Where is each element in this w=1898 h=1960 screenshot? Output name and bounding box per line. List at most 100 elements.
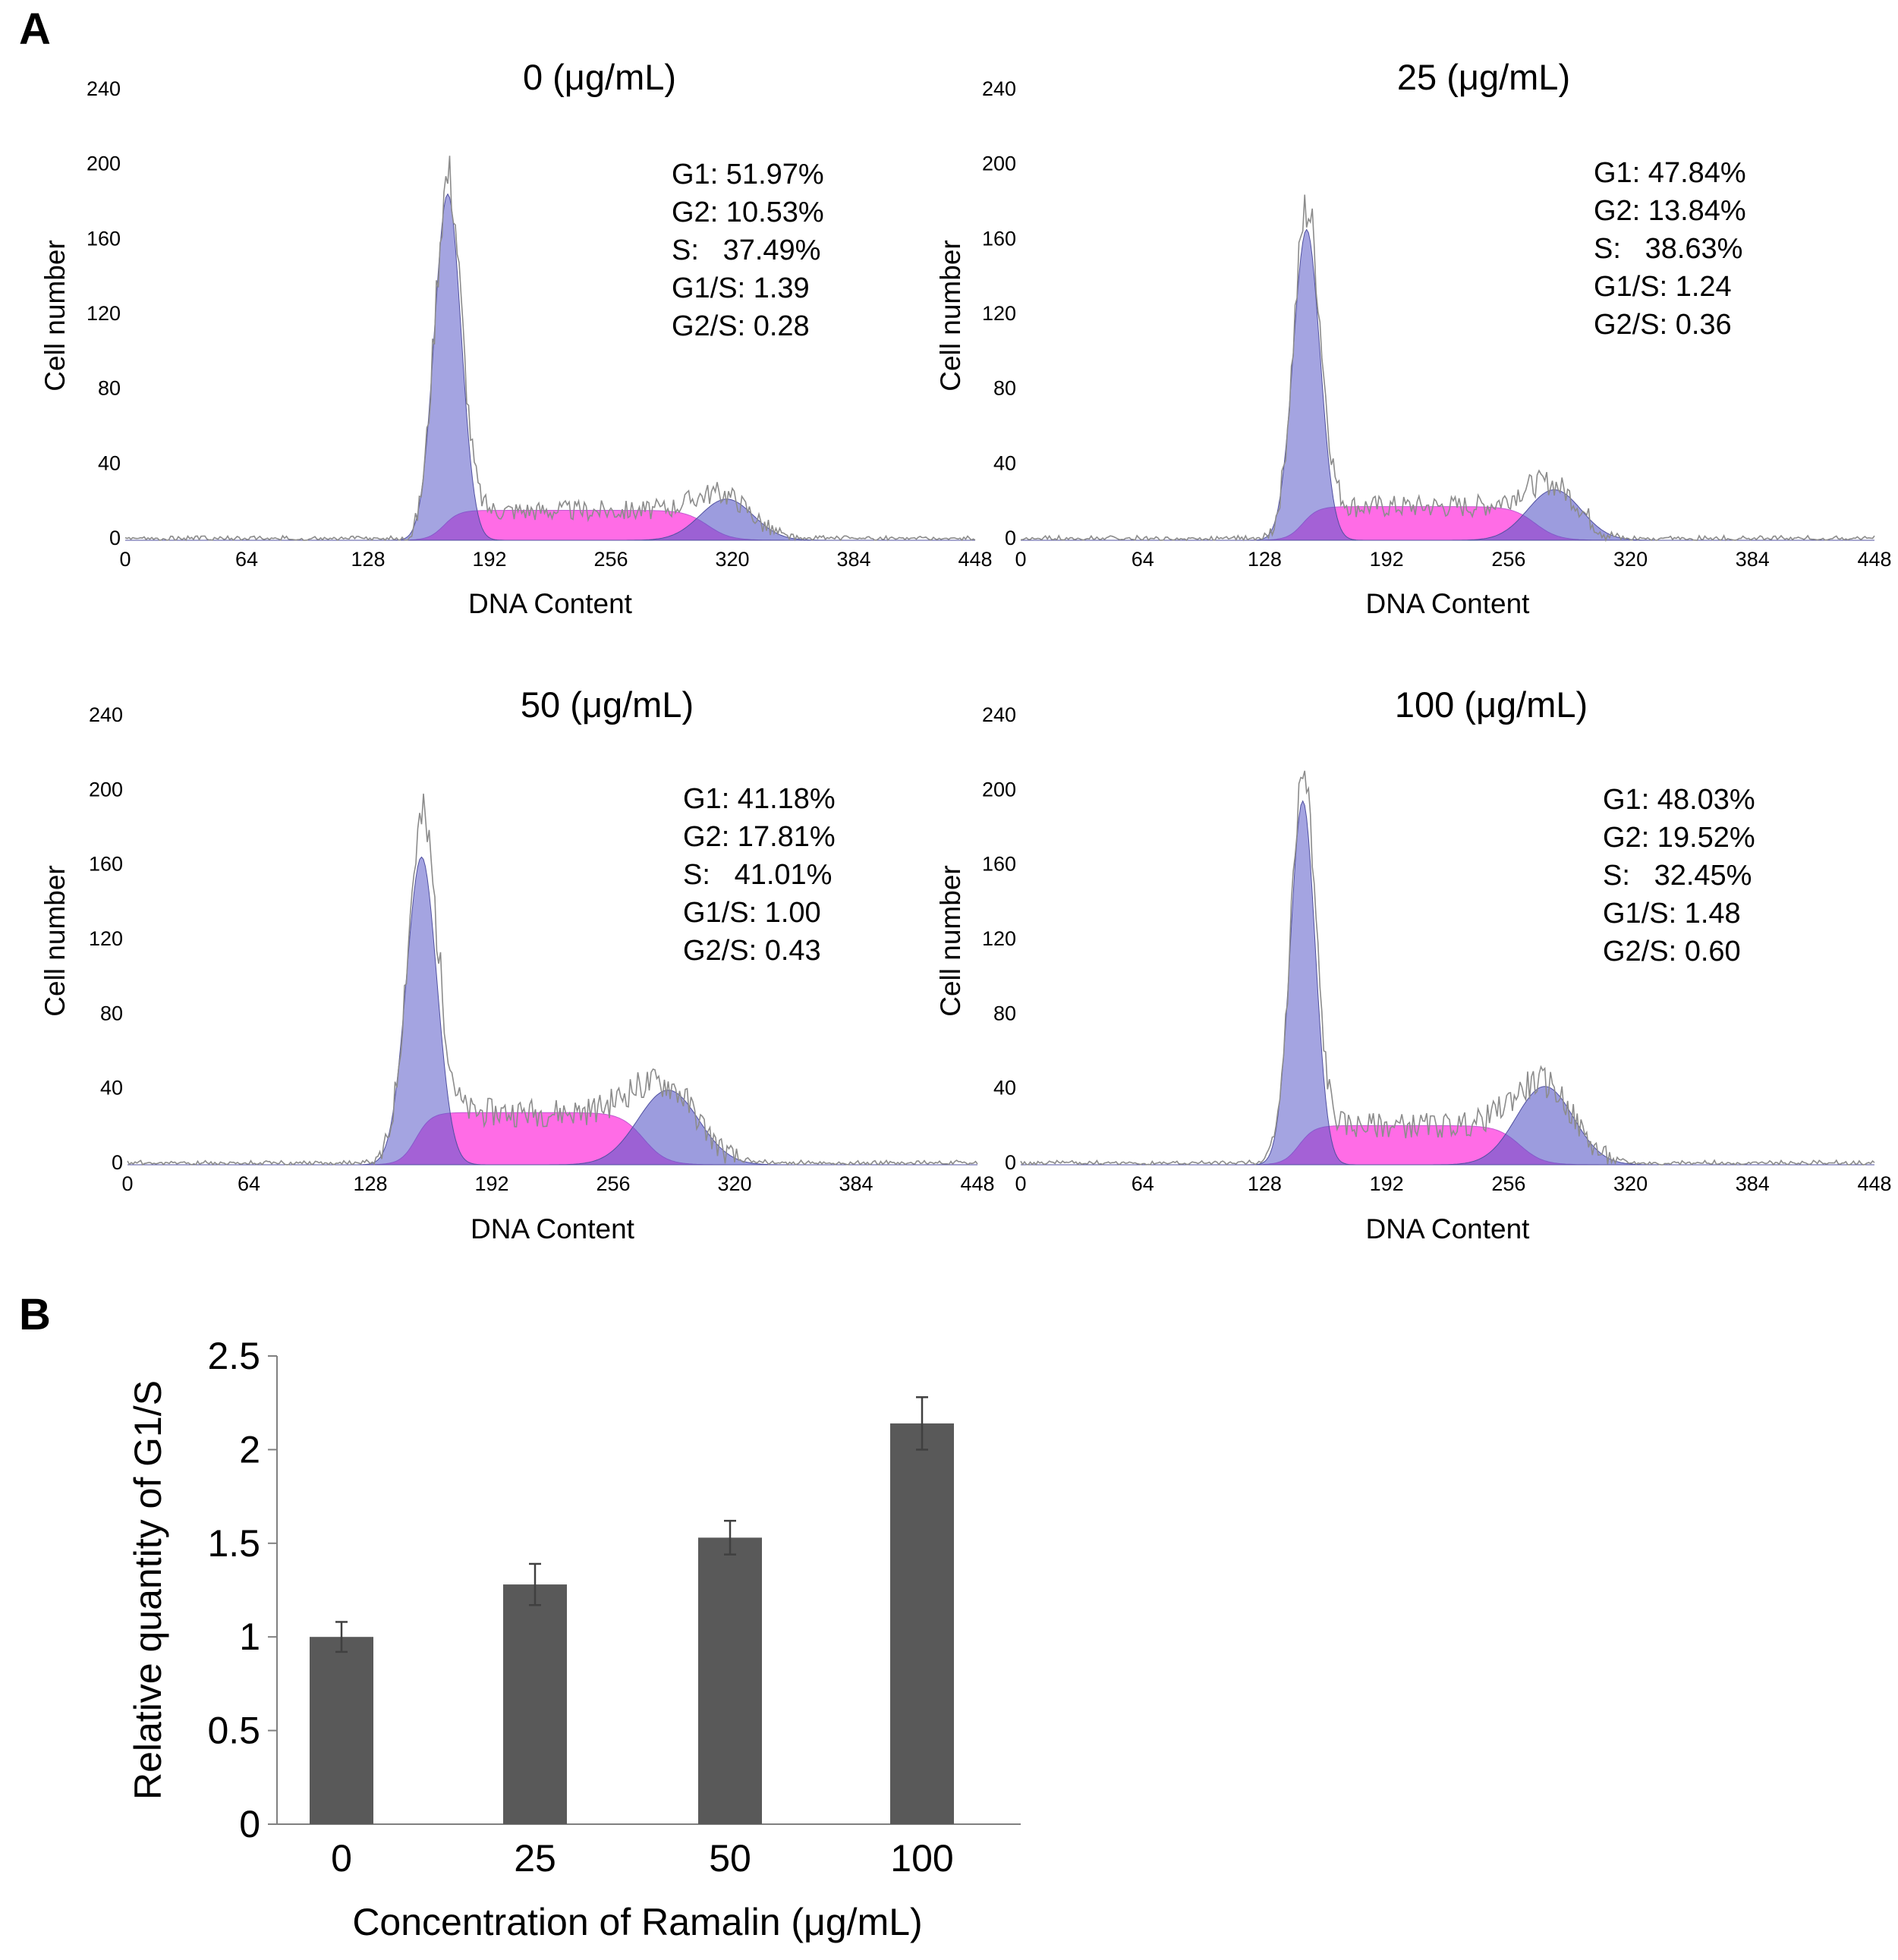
x-tick-label: 128: [351, 548, 385, 571]
measured-histogram-trace: [127, 793, 978, 1166]
x-tick-label: 128: [353, 1172, 387, 1195]
x-tick-label: 384: [1736, 1172, 1770, 1195]
x-tick-label: 128: [1248, 548, 1282, 571]
y-tick-label: 0: [1005, 527, 1016, 549]
x-axis-label: DNA Content: [1366, 588, 1531, 619]
x-axis-label: DNA Content: [471, 1213, 635, 1244]
x-axis-label: DNA Content: [468, 588, 633, 619]
stat-line: G1/S: 1.00: [683, 897, 821, 929]
panel-b-label: B: [19, 1290, 51, 1339]
stat-line: S: 32.45%: [1603, 860, 1752, 892]
measured-histogram-trace: [1020, 194, 1875, 543]
bar: [310, 1637, 373, 1824]
s-phase-area: [1021, 506, 1874, 541]
stat-line: G2/S: 0.60: [1603, 936, 1741, 967]
g2-peak-area: [1021, 1086, 1874, 1166]
y-tick-label: 160: [89, 853, 123, 876]
stat-line: G1/S: 1.24: [1594, 271, 1732, 303]
stat-line: G2: 19.52%: [1603, 822, 1755, 854]
x-tick-label: 50: [709, 1837, 751, 1880]
y-tick-label: 1.5: [207, 1522, 260, 1565]
histogram-50-ugml: 50 (μg/mL) 0 40 80 120 160 200 240 0 64 128 192 256 3…: [39, 684, 995, 1244]
y-axis-label: Cell number: [935, 865, 966, 1016]
panel-title: 100 (μg/mL): [1395, 684, 1588, 725]
measured-histogram-trace: [1020, 770, 1875, 1166]
y-tick-label: 160: [982, 853, 1016, 876]
bar: [698, 1537, 762, 1824]
x-tick-label: 384: [1736, 548, 1770, 571]
y-tick-label: 200: [982, 153, 1016, 175]
stat-line: S: 37.49%: [672, 234, 820, 266]
stat-line: G2/S: 0.36: [1594, 309, 1732, 341]
g2-peak-area: [127, 1090, 977, 1166]
x-tick-label: 448: [1857, 548, 1891, 571]
panel-title: 0 (μg/mL): [523, 57, 676, 97]
x-tick-label: 256: [1491, 1172, 1525, 1195]
s-phase-area: [125, 510, 975, 541]
y-tick-label: 120: [982, 302, 1016, 325]
y-tick-label: 80: [98, 377, 121, 400]
stat-line: S: 41.01%: [683, 859, 832, 891]
x-tick-label: 0: [119, 548, 131, 571]
y-tick-label: 120: [982, 927, 1016, 950]
y-tick-label: 160: [982, 227, 1016, 250]
y-tick-label: 0: [1005, 1151, 1016, 1174]
stat-line: G1/S: 1.39: [672, 272, 810, 304]
stat-line: G1: 47.84%: [1594, 157, 1746, 189]
y-tick-label: 2.5: [207, 1335, 260, 1377]
panel-a-label: A: [19, 5, 51, 54]
x-tick-label: 384: [836, 548, 870, 571]
g1-peak-area: [1021, 800, 1874, 1166]
y-tick-label: 0: [109, 527, 121, 549]
x-tick-label: 0: [1015, 1172, 1026, 1195]
y-axis-label: Cell number: [39, 865, 71, 1016]
y-tick-label: 1: [239, 1616, 260, 1658]
y-tick-label: 200: [87, 153, 121, 175]
y-tick-label: 80: [100, 1002, 123, 1024]
x-tick-label: 100: [890, 1837, 953, 1880]
stat-line: G2: 10.53%: [672, 197, 824, 228]
histogram-25-ugml: 25 (μg/mL) 0 40 80 120 160 200 240 0 64 128 192 256 3…: [935, 57, 1892, 619]
bar: [503, 1584, 567, 1824]
y-tick-label: 80: [993, 1002, 1016, 1024]
stat-line: G1: 41.18%: [683, 783, 836, 815]
s-phase-area: [1021, 1125, 1874, 1166]
stat-line: G1/S: 1.48: [1603, 898, 1741, 930]
y-tick-label: 120: [89, 927, 123, 950]
x-tick-label: 64: [1132, 1172, 1154, 1195]
x-tick-label: 0: [331, 1837, 352, 1880]
y-tick-label: 40: [993, 1077, 1016, 1100]
stat-line: G1: 51.97%: [672, 159, 824, 190]
x-tick-label: 192: [1370, 1172, 1404, 1195]
y-tick-label: 240: [89, 703, 123, 726]
x-tick-label: 25: [514, 1837, 556, 1880]
g1-peak-area: [125, 193, 975, 541]
x-tick-label: 384: [839, 1172, 873, 1195]
x-tick-label: 256: [593, 548, 628, 571]
panel-title: 50 (μg/mL): [521, 684, 694, 725]
y-tick-label: 0: [112, 1151, 123, 1174]
stat-line: G2: 13.84%: [1594, 195, 1746, 227]
x-axis-label: DNA Content: [1366, 1213, 1531, 1244]
y-tick-label: 40: [98, 451, 121, 474]
x-tick-label: 256: [596, 1172, 630, 1195]
x-tick-label: 320: [1613, 548, 1648, 571]
y-tick-label: 2: [239, 1428, 260, 1471]
stat-line: S: 38.63%: [1594, 233, 1742, 265]
s-phase-area: [127, 1112, 977, 1166]
y-tick-label: 240: [87, 77, 121, 100]
x-axis-label: Concentration of Ramalin (μg/mL): [352, 1901, 922, 1943]
y-axis-label: Relative quantity of G1/S: [127, 1380, 169, 1800]
y-tick-label: 40: [100, 1077, 123, 1100]
g1s-bar-chart: 0 0.5 1 1.5 2 2.5 0 25 50 100 Relative quantity of…: [127, 1335, 1021, 1943]
x-tick-label: 64: [238, 1172, 260, 1195]
stat-line: G2/S: 0.28: [672, 310, 810, 342]
stat-line: G2: 17.81%: [683, 821, 836, 853]
histogram-0-ugml: 0 (μg/mL) 0 40 80 120 160 200 240 0 64 128 192 256 32…: [39, 57, 993, 619]
g1-peak-area: [1021, 228, 1874, 541]
x-tick-label: 192: [1370, 548, 1404, 571]
x-tick-label: 192: [472, 548, 506, 571]
x-tick-label: 320: [1613, 1172, 1648, 1195]
x-tick-label: 320: [717, 1172, 751, 1195]
